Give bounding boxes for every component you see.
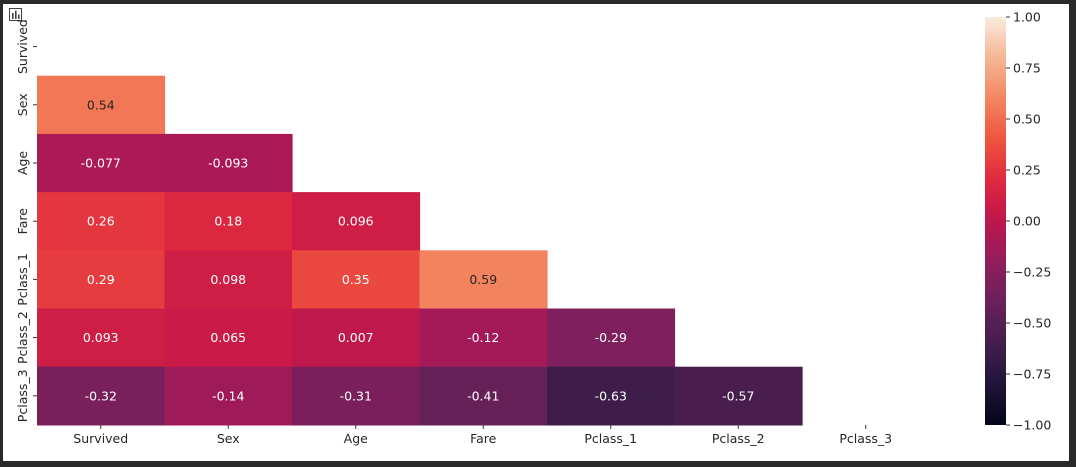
- heatmap-cell-pclass_1-survived: [37, 250, 166, 310]
- heatmap-cell-sex-survived: [37, 75, 166, 135]
- colorbar-tick-label: 0.25: [1013, 163, 1041, 178]
- cell-label: 0.098: [210, 272, 246, 287]
- heatmap-cell-pclass_2-pclass_1: [547, 308, 676, 368]
- colorbar-tick-label: −0.50: [1013, 316, 1051, 331]
- cell-label: -0.077: [81, 156, 121, 171]
- heatmap-cell-pclass_3-pclass_2: [674, 366, 803, 426]
- cell-label: 0.093: [83, 330, 119, 345]
- heatmap-cell-pclass_3-survived: [37, 366, 166, 426]
- cell-label: -0.12: [467, 330, 499, 345]
- colorbar-tick-label: −1.00: [1013, 418, 1051, 433]
- heatmap-cell-age-survived: [37, 133, 166, 193]
- heatmap-cell-pclass_1-fare: [419, 250, 548, 310]
- cell-label: 0.35: [342, 272, 370, 287]
- heatmap-cell-pclass_1-sex: [164, 250, 293, 310]
- x-tick-label-pclass_1: Pclass_1: [584, 431, 637, 446]
- y-tick-label-age: Age: [15, 151, 30, 175]
- heatmap-cell-pclass_3-sex: [164, 366, 293, 426]
- colorbar-tick-label: 0.75: [1013, 61, 1041, 76]
- colorbar-tick-label: −0.75: [1013, 367, 1051, 382]
- heatmap-cell-pclass_2-survived: [37, 308, 166, 368]
- y-tick-label-pclass_2: Pclass_2: [15, 311, 30, 364]
- colorbar-tick-label: −0.25: [1013, 265, 1051, 280]
- cell-label: -0.41: [467, 388, 499, 403]
- cell-label: -0.32: [85, 388, 117, 403]
- bar-chart-icon[interactable]: [9, 8, 22, 21]
- cell-label: 0.18: [214, 214, 242, 229]
- colorbar-tick-label: 1.00: [1013, 10, 1041, 25]
- y-tick-label-pclass_1: Pclass_1: [15, 253, 30, 306]
- cell-label: 0.54: [87, 97, 115, 112]
- cell-label: 0.065: [210, 330, 246, 345]
- heatmap-cell-fare-age: [292, 192, 421, 251]
- heatmap-cell-pclass_2-sex: [164, 308, 293, 368]
- cell-label: 0.26: [87, 214, 115, 229]
- cell-label: -0.57: [722, 388, 754, 403]
- heatmap-cell-pclass_1-age: [292, 250, 421, 310]
- correlation-heatmap: 0.54 -0.077 -0.093 0.26 0.18 0.096 0.29 0.098 0.…: [15, 10, 1051, 446]
- heatmap-cell-pclass_3-fare: [419, 366, 548, 426]
- colorbar-tick-label: 0.00: [1013, 214, 1041, 229]
- cell-label: -0.14: [212, 388, 244, 403]
- cell-label: 0.29: [87, 272, 115, 287]
- cell-label: -0.63: [595, 388, 627, 403]
- y-tick-label-pclass_3: Pclass_3: [15, 369, 30, 422]
- y-tick-label-fare: Fare: [15, 208, 30, 235]
- colorbar: [985, 17, 1006, 425]
- cell-label: -0.31: [340, 388, 372, 403]
- cell-label: 0.007: [338, 330, 374, 345]
- colorbar-tick-label: 0.50: [1013, 112, 1041, 127]
- x-tick-label-fare: Fare: [470, 431, 497, 446]
- x-tick-label-pclass_2: Pclass_2: [712, 431, 765, 446]
- y-tick-label-sex: Sex: [15, 93, 30, 116]
- cell-label: 0.59: [469, 272, 497, 287]
- x-tick-label-survived: Survived: [73, 431, 128, 446]
- heatmap-cell-pclass_3-age: [292, 366, 421, 426]
- y-tick-label-survived: Survived: [15, 19, 30, 74]
- figure-panel: 0.54 -0.077 -0.093 0.26 0.18 0.096 0.29 0.098 0.…: [3, 4, 1069, 461]
- heatmap-cell-pclass_2-age: [292, 308, 421, 368]
- cell-label: -0.093: [208, 156, 248, 171]
- x-tick-label-sex: Sex: [217, 431, 240, 446]
- cell-label: -0.29: [595, 330, 627, 345]
- cell-label: 0.096: [338, 214, 374, 229]
- heatmap-cell-pclass_2-fare: [419, 308, 548, 368]
- heatmap-cell-pclass_3-pclass_1: [547, 366, 676, 426]
- heatmap-cell-fare-survived: [37, 192, 166, 251]
- x-tick-label-age: Age: [344, 431, 368, 446]
- heatmap-cell-fare-sex: [164, 192, 293, 251]
- heatmap-cell-age-sex: [164, 133, 293, 193]
- x-tick-label-pclass_3: Pclass_3: [839, 431, 892, 446]
